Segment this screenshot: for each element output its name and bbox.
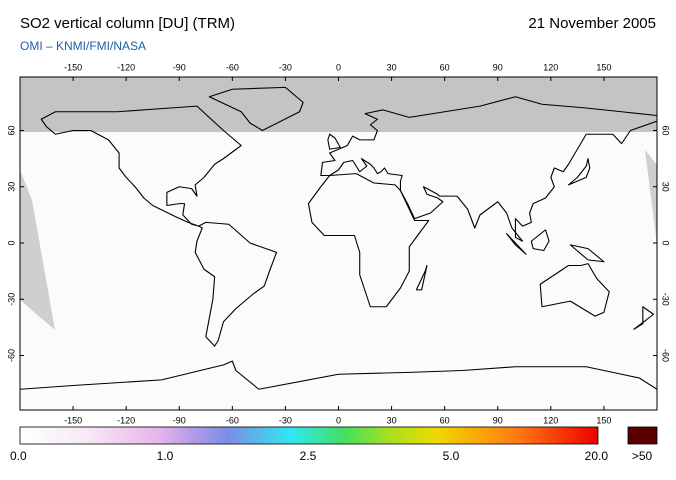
- lon-label-top: 150: [596, 62, 611, 72]
- map-ticks: -150 -150 -120 -120 -90 -90 -60 -60 -30 -30 0 0 30 30…: [6, 62, 670, 425]
- lon-label-bottom: -120: [117, 415, 135, 425]
- lon-label-bottom: 90: [493, 415, 503, 425]
- greenland: [209, 87, 303, 130]
- colorbar-label: 1.0: [157, 449, 174, 463]
- map-background: [20, 77, 657, 410]
- africa: [308, 174, 428, 307]
- islands: [328, 134, 654, 329]
- polar-night: [20, 77, 657, 132]
- lat-label-left: -30: [6, 293, 16, 306]
- antarctica: [20, 361, 657, 389]
- lat-label-right: 0: [661, 240, 671, 245]
- lon-label-bottom: 150: [596, 415, 611, 425]
- north-america: [41, 106, 241, 226]
- south-america: [195, 222, 276, 346]
- lon-label-bottom: -60: [226, 415, 239, 425]
- lon-label-top: -30: [279, 62, 292, 72]
- lon-label-top: 60: [440, 62, 450, 72]
- lon-label-top: -60: [226, 62, 239, 72]
- colorbar-overflow: [627, 426, 658, 445]
- lon-label-top: -150: [64, 62, 82, 72]
- lat-label-left: -60: [6, 349, 16, 362]
- lon-label-bottom: 0: [336, 415, 341, 425]
- coastlines: [20, 87, 657, 389]
- title: SO2 vertical column [DU] (TRM): [20, 15, 235, 32]
- lon-label-top: -120: [117, 62, 135, 72]
- colorbar-label: 5.0: [443, 449, 460, 463]
- missing-swath: [20, 170, 55, 330]
- subtitle: OMI – KNMI/FMI/NASA: [20, 39, 146, 53]
- lat-label-left: 60: [6, 125, 16, 135]
- colorbar: [19, 426, 599, 445]
- colorbar-label: 20.0: [585, 449, 609, 463]
- colorbar-label: 0.0: [10, 449, 27, 463]
- lon-label-top: 120: [543, 62, 558, 72]
- lon-label-top: 90: [493, 62, 503, 72]
- lat-label-right: -60: [661, 349, 671, 362]
- lat-label-right: 30: [661, 182, 671, 192]
- lat-label-left: 0: [6, 240, 16, 245]
- eurasia: [321, 97, 657, 241]
- lon-label-bottom: 60: [440, 415, 450, 425]
- date: 21 November 2005: [528, 15, 656, 32]
- lat-label-right: 60: [661, 125, 671, 135]
- lon-label-top: 30: [387, 62, 397, 72]
- lon-label-bottom: 120: [543, 415, 558, 425]
- colorbar-labels: 0.0 1.0 2.5 5.0 20.0: [10, 449, 608, 463]
- lon-label-bottom: -150: [64, 415, 82, 425]
- lon-label-bottom: -30: [279, 415, 292, 425]
- colorbar-overflow-label: >50: [632, 449, 653, 463]
- map: [20, 77, 657, 410]
- lat-label-right: -30: [661, 293, 671, 306]
- lon-label-top: 0: [336, 62, 341, 72]
- lon-label-top: -90: [173, 62, 186, 72]
- australia: [540, 264, 609, 317]
- lon-label-bottom: -90: [173, 415, 186, 425]
- lat-label-left: 30: [6, 182, 16, 192]
- missing-swath: [645, 150, 657, 245]
- colorbar-label: 2.5: [300, 449, 317, 463]
- lon-label-bottom: 30: [387, 415, 397, 425]
